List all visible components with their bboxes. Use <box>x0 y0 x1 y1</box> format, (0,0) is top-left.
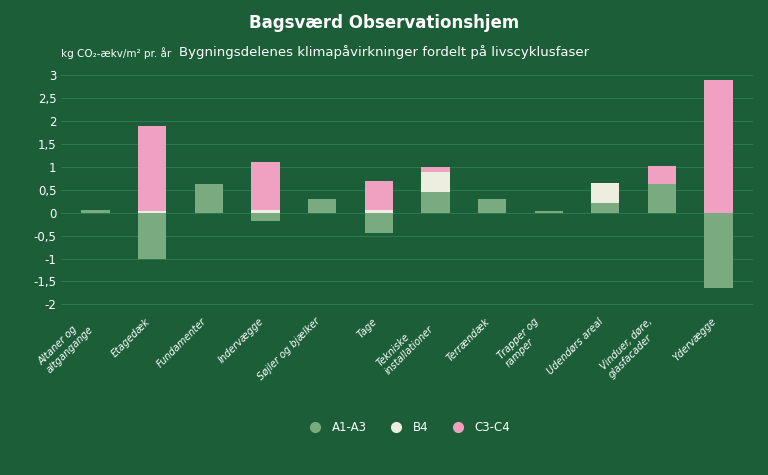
Bar <box>365 181 393 209</box>
Bar <box>648 184 676 213</box>
Bar <box>591 203 620 213</box>
Bar <box>365 213 393 233</box>
Bar <box>535 211 563 213</box>
Bar <box>421 167 449 171</box>
Bar <box>478 199 506 213</box>
Bar <box>81 209 110 213</box>
Bar <box>138 210 166 213</box>
Bar <box>421 171 449 192</box>
Bar <box>421 192 449 213</box>
Bar <box>704 213 733 288</box>
Text: Bagsværd Observationshjem: Bagsværd Observationshjem <box>249 14 519 32</box>
Bar <box>194 184 223 213</box>
Bar <box>138 213 166 258</box>
Bar <box>251 209 280 213</box>
Text: Bygningsdelenes klimapåvirkninger fordelt på livscyklusfaser: Bygningsdelenes klimapåvirkninger fordel… <box>179 45 589 59</box>
Bar <box>704 80 733 213</box>
Bar <box>138 126 166 210</box>
Legend: A1-A3, B4, C3-C4: A1-A3, B4, C3-C4 <box>299 416 515 438</box>
Bar <box>251 213 280 221</box>
Bar <box>648 166 676 184</box>
Bar <box>365 209 393 213</box>
Bar <box>591 183 620 203</box>
Bar <box>251 162 280 209</box>
Bar <box>308 199 336 213</box>
Text: kg CO₂-ækv/m² pr. år: kg CO₂-ækv/m² pr. år <box>61 48 172 59</box>
